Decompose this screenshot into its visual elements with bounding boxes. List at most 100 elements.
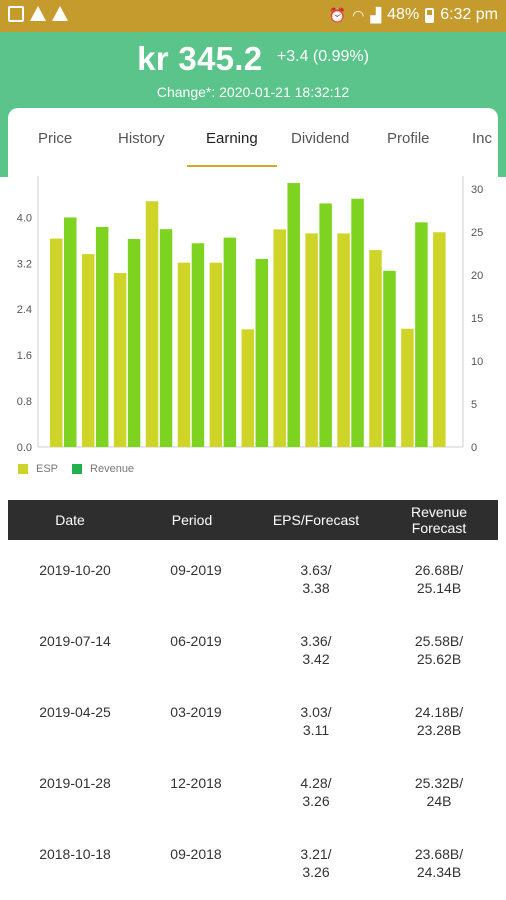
revenue-bar xyxy=(383,270,396,447)
y-tick-right: 15 xyxy=(471,313,483,325)
tab-dividend[interactable]: Dividend xyxy=(291,130,350,147)
y-tick-left: 1.6 xyxy=(17,350,32,362)
alarm-icon: ⏰ xyxy=(328,7,347,23)
row-date: 2019-01-28 xyxy=(39,775,111,791)
app-icon xyxy=(30,6,46,21)
header-revenue-line2: Forecast xyxy=(411,520,467,536)
content-card: Price History Earning Dividend Profile I… xyxy=(8,108,498,900)
row-revenue-actual: 23.68B/ xyxy=(414,846,464,862)
tab-history[interactable]: History xyxy=(118,130,165,147)
earnings-table-body: 2019-10-20 09-2019 3.63/3.38 26.68B/25.1… xyxy=(8,540,498,895)
table-row[interactable]: 2019-10-20 09-2019 3.63/3.38 26.68B/25.1… xyxy=(8,540,498,611)
tab-bar: Price History Earning Dividend Profile I… xyxy=(8,108,498,168)
row-revenue-forecast: 24.34B xyxy=(416,864,462,880)
table-row[interactable]: 2019-07-14 06-2019 3.36/3.42 25.58B/25.6… xyxy=(8,611,498,682)
y-tick-left: 0.0 xyxy=(17,442,32,454)
row-period: 03-2019 xyxy=(170,704,222,720)
clock: 6:32 pm xyxy=(440,6,498,23)
revenue-bar xyxy=(255,258,269,447)
row-revenue-forecast: 23.28B xyxy=(416,722,462,738)
row-date: 2019-10-20 xyxy=(39,562,111,578)
row-period: 06-2019 xyxy=(170,633,222,649)
tab-earning[interactable]: Earning xyxy=(206,130,258,147)
y-tick-left: 4.0 xyxy=(17,212,32,224)
current-price: kr 345.2 xyxy=(137,40,263,77)
esp-bar xyxy=(273,229,286,447)
revenue-bar xyxy=(159,229,173,447)
row-eps: 4.28/3.26 xyxy=(270,774,362,810)
revenue-bar xyxy=(319,203,332,447)
header-period: Period xyxy=(171,512,213,528)
header-date: Date xyxy=(55,512,85,528)
revenue-bar xyxy=(127,238,141,447)
table-row[interactable]: 2019-04-25 03-2019 3.03/3.11 24.18B/23.2… xyxy=(8,682,498,753)
revenue-bar xyxy=(191,243,205,447)
esp-bar xyxy=(145,201,159,447)
table-row[interactable]: 2018-10-18 09-2018 3.21/3.26 23.68B/24.3… xyxy=(8,824,498,895)
row-revenue-actual: 24.18B/ xyxy=(414,704,464,720)
y-tick-right: 25 xyxy=(471,227,483,239)
row-eps-actual: 3.03/ xyxy=(300,704,332,720)
row-eps-forecast: 3.26 xyxy=(302,864,330,880)
y-tick-left: 3.2 xyxy=(17,258,32,270)
app-icon xyxy=(52,6,68,21)
y-tick-right: 20 xyxy=(471,270,483,282)
tab-profile[interactable]: Profile xyxy=(387,130,430,147)
row-eps-actual: 3.36/ xyxy=(300,633,332,649)
header-eps-forecast: EPS/Forecast xyxy=(272,512,360,528)
earnings-table-header: Date Period EPS/Forecast Revenue Forecas… xyxy=(8,500,498,540)
revenue-bar xyxy=(351,198,364,447)
row-eps: 3.03/3.11 xyxy=(270,703,362,739)
system-icons: ⏰ ◠ ▟ 48% 6:32 pm xyxy=(329,6,498,24)
revenue-bar xyxy=(95,226,109,447)
y-tick-right: 30 xyxy=(471,184,483,196)
revenue-bar xyxy=(287,183,300,447)
y-tick-right: 5 xyxy=(471,399,477,411)
row-eps-actual: 3.63/ xyxy=(300,562,332,578)
row-date: 2019-04-25 xyxy=(39,704,111,720)
row-eps-forecast: 3.38 xyxy=(302,580,330,596)
row-eps: 3.63/3.38 xyxy=(270,561,362,597)
row-period: 09-2018 xyxy=(170,846,222,862)
esp-bar xyxy=(369,250,382,447)
row-period: 09-2019 xyxy=(170,562,222,578)
signal-icon: ▟ xyxy=(370,7,382,23)
active-tab-indicator xyxy=(187,165,277,167)
tab-income[interactable]: Inc xyxy=(472,130,493,147)
row-eps: 3.21/3.26 xyxy=(270,845,362,881)
legend-item-revenue: Revenue xyxy=(72,463,134,475)
revenue-bar xyxy=(64,217,77,447)
row-eps-forecast: 3.26 xyxy=(302,793,330,809)
header-revenue-forecast: Revenue Forecast xyxy=(380,500,498,540)
esp-bar xyxy=(433,232,446,447)
price-row: kr 345.2 +3.4 (0.99%) xyxy=(0,40,506,78)
row-revenue-actual: 26.68B/ xyxy=(414,562,464,578)
change-timestamp: Change*: 2020-01-21 18:32:12 xyxy=(156,84,350,100)
esp-bar xyxy=(337,233,350,447)
esp-bar xyxy=(113,273,127,447)
row-eps: 3.36/3.42 xyxy=(270,632,362,668)
revenue-bar xyxy=(223,237,237,447)
tab-price[interactable]: Price xyxy=(38,130,73,147)
y-tick-left: 0.8 xyxy=(17,396,32,408)
row-date: 2019-07-14 xyxy=(39,633,111,649)
esp-bar xyxy=(177,262,191,447)
legend-swatch-esp xyxy=(18,464,28,474)
esp-bar xyxy=(241,329,255,447)
row-eps-actual: 3.21/ xyxy=(300,846,332,862)
legend-swatch-revenue xyxy=(72,464,83,474)
row-eps-actual: 4.28/ xyxy=(300,775,332,791)
row-revenue-actual: 25.32B/ xyxy=(414,775,464,791)
chart-legend: ESP Revenue xyxy=(18,461,148,477)
row-revenue: 24.18B/23.28B xyxy=(384,703,494,739)
row-date: 2018-10-18 xyxy=(39,846,111,862)
table-row[interactable]: 2019-01-28 12-2018 4.28/3.26 25.32B/24B xyxy=(8,753,498,824)
y-tick-left: 2.4 xyxy=(17,304,32,316)
battery-icon xyxy=(425,7,435,23)
esp-bar xyxy=(209,262,223,447)
price-change: +3.4 (0.99%) xyxy=(276,48,369,65)
esp-bar xyxy=(305,233,318,447)
row-revenue-forecast: 25.62B xyxy=(416,651,462,667)
y-tick-right: 10 xyxy=(471,356,483,368)
